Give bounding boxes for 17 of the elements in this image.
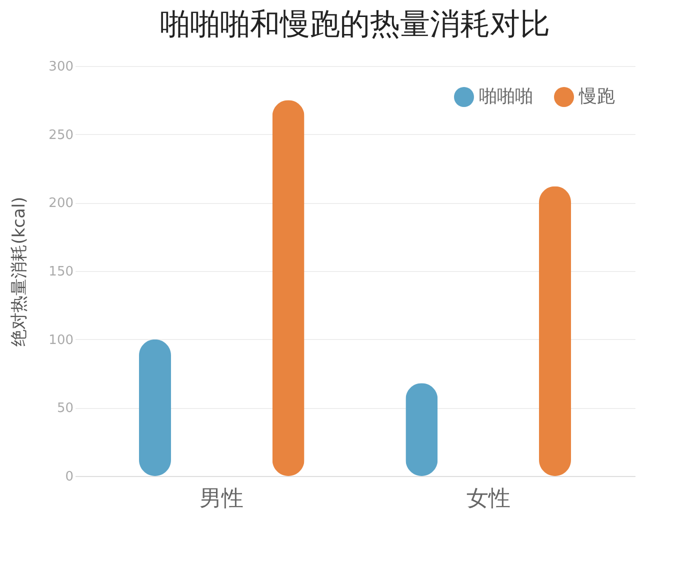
bar bbox=[272, 100, 304, 476]
x-tick-label: 男性 bbox=[200, 486, 244, 512]
y-tick-label: 300 bbox=[48, 60, 74, 74]
bar bbox=[139, 339, 171, 476]
y-tick-label: 250 bbox=[48, 128, 74, 143]
legend-label: 啪啪啪 bbox=[479, 86, 533, 107]
y-tick-label: 0 bbox=[65, 470, 74, 484]
bar bbox=[406, 383, 438, 476]
chart-title: 啪啪啪和慢跑的热量消耗对比 bbox=[160, 7, 550, 42]
bar bbox=[539, 186, 571, 476]
y-tick-label: 100 bbox=[48, 332, 74, 348]
y-tick-label: 150 bbox=[48, 264, 74, 280]
y-axis-title: 绝对热量消耗(kcal) bbox=[10, 196, 30, 346]
y-tick-label: 200 bbox=[48, 196, 74, 212]
x-tick-label: 女性 bbox=[466, 486, 510, 512]
legend-label: 慢跑 bbox=[578, 86, 615, 107]
y-tick-label: 50 bbox=[56, 401, 74, 416]
